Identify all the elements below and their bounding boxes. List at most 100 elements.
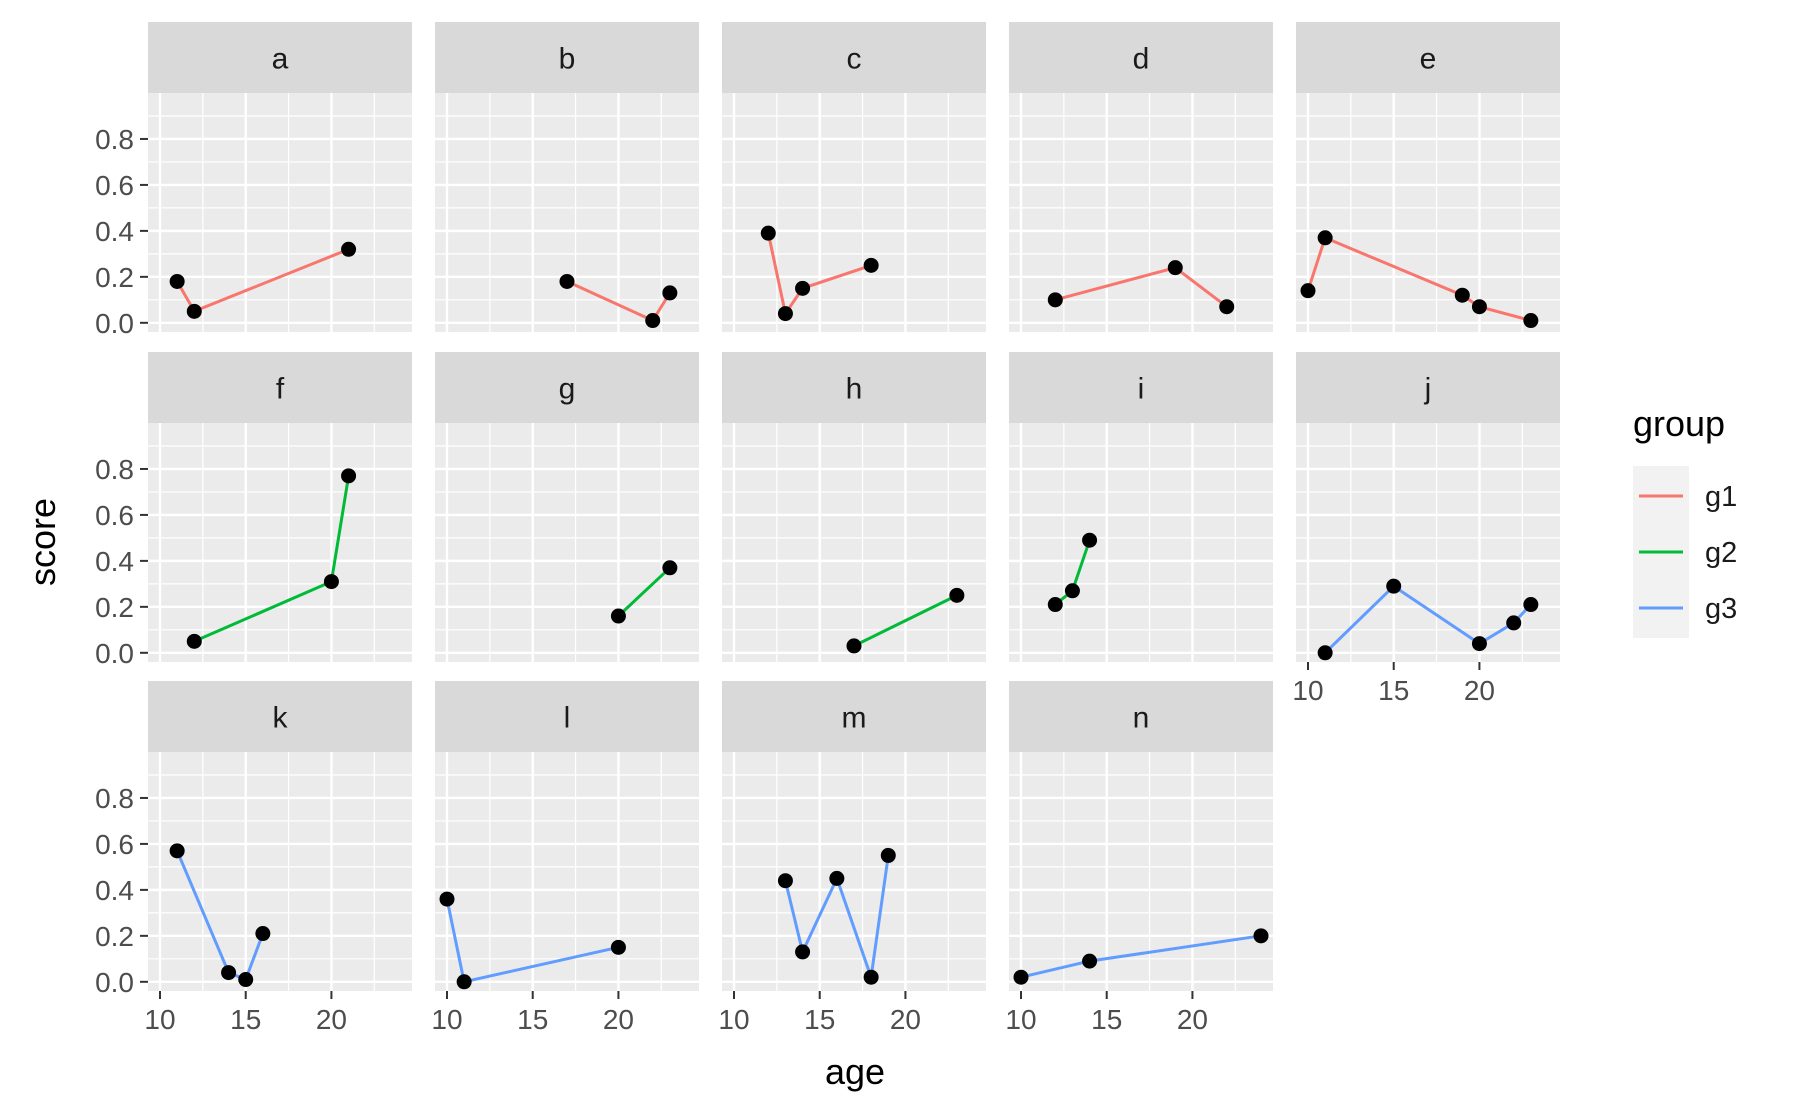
data-point-n (1013, 969, 1029, 985)
y-tick-label: 0.4 (95, 216, 134, 247)
strip-label-a: a (272, 43, 289, 76)
data-point-m (863, 969, 879, 985)
panel-j: j 10 15 20 (1292, 352, 1560, 706)
panel-background-b (435, 93, 699, 332)
data-point-k (169, 843, 185, 859)
x-tick-label: 20 (890, 1004, 921, 1035)
data-point-f (341, 468, 357, 484)
x-tick-label: 10 (1005, 1004, 1036, 1035)
strip-a (148, 22, 412, 93)
strip-i (1009, 352, 1273, 423)
data-point-b (645, 313, 661, 329)
panel-background-h (722, 423, 986, 662)
y-tick-label: 0.6 (95, 500, 134, 531)
panel-l: l 10 15 20 (431, 681, 699, 1035)
y-tick-label: 0.0 (95, 308, 134, 339)
panel-c: c (722, 22, 986, 332)
data-point-i (1064, 583, 1080, 599)
panel-background-l (435, 752, 699, 991)
data-point-i (1047, 597, 1063, 613)
series-line-c (766, 232, 872, 318)
panel-n: n 10 15 20 (1005, 681, 1273, 1035)
x-tick-label: 10 (431, 1004, 462, 1035)
strip-f (148, 352, 412, 423)
strip-label-g: g (559, 373, 576, 406)
strip-label-n: n (1133, 702, 1150, 735)
data-point-c (777, 306, 793, 322)
series-line-k (175, 850, 265, 982)
panel-background-i (1009, 423, 1273, 662)
data-point-k (238, 972, 254, 988)
panel-g: g (435, 352, 699, 662)
y-tick-label: 0.6 (95, 170, 134, 201)
data-point-f (323, 574, 339, 590)
x-tick-label: 15 (1378, 675, 1409, 706)
panel-background-k (148, 752, 412, 991)
data-point-d (1167, 260, 1183, 276)
data-point-b (559, 273, 575, 289)
series-line-g (617, 566, 671, 618)
strip-n (1009, 681, 1273, 752)
data-point-e (1317, 230, 1333, 246)
panel-background-g (435, 423, 699, 662)
data-point-c (863, 257, 879, 273)
data-point-d (1047, 292, 1063, 308)
y-tick-label: 0.4 (95, 546, 134, 577)
x-tick-label: 20 (1177, 1004, 1208, 1035)
y-tick-label: 0.6 (95, 829, 134, 860)
y-axis-title: score (22, 498, 63, 586)
y-tick-label: 0.8 (95, 454, 134, 485)
strip-h (722, 352, 986, 423)
panels-layer: a 0.0 0.2 0.4 0.6 0.8 b c d e f 0.0 0.2 0.4 0.6 0.8 g h i j… (95, 22, 1560, 1035)
strip-d (1009, 22, 1273, 93)
panel-background-e (1296, 93, 1560, 332)
data-point-k (255, 926, 271, 942)
x-tick-label: 20 (1464, 675, 1495, 706)
data-point-a (341, 241, 357, 257)
y-tick-label: 0.2 (95, 262, 134, 293)
data-point-d (1219, 299, 1235, 315)
data-point-b (662, 285, 678, 301)
panel-f: f 0.0 0.2 0.4 0.6 0.8 (95, 352, 412, 669)
strip-label-j: j (1424, 373, 1432, 406)
strip-label-h: h (846, 373, 863, 406)
panel-h: h (722, 352, 986, 662)
strip-label-k: k (273, 702, 289, 735)
strip-m (722, 681, 986, 752)
x-tick-label: 15 (804, 1004, 835, 1035)
strip-e (1296, 22, 1560, 93)
panel-d: d (1009, 22, 1273, 332)
y-tick-label: 0.8 (95, 124, 134, 155)
x-tick-label: 10 (144, 1004, 175, 1035)
strip-c (722, 22, 986, 93)
data-point-m (880, 847, 896, 863)
panel-background-n (1009, 752, 1273, 991)
strip-label-b: b (559, 43, 576, 76)
data-point-j (1317, 645, 1333, 661)
data-point-h (846, 638, 862, 654)
strip-label-c: c (847, 43, 862, 76)
x-tick-label: 15 (517, 1004, 548, 1035)
data-point-j (1506, 615, 1522, 631)
data-point-j (1471, 636, 1487, 652)
legend-entries: g1 g2 g3 (1633, 466, 1737, 638)
x-tick-label: 10 (718, 1004, 749, 1035)
x-tick-label: 15 (1091, 1004, 1122, 1035)
x-tick-label: 15 (230, 1004, 261, 1035)
data-point-e (1454, 287, 1470, 303)
strip-b (435, 22, 699, 93)
data-point-g (662, 560, 678, 576)
panel-background-d (1009, 93, 1273, 332)
strip-j (1296, 352, 1560, 423)
y-tick-label: 0.2 (95, 921, 134, 952)
panel-k: k 0.0 0.2 0.4 0.6 0.8 10 15 20 (95, 681, 412, 1035)
panel-background-c (722, 93, 986, 332)
y-tick-label: 0.4 (95, 875, 134, 906)
panel-background-a (148, 93, 412, 332)
data-point-a (186, 303, 202, 319)
legend-title: group (1633, 403, 1725, 444)
strip-k (148, 681, 412, 752)
legend: group g1 g2 g3 (1633, 403, 1737, 638)
